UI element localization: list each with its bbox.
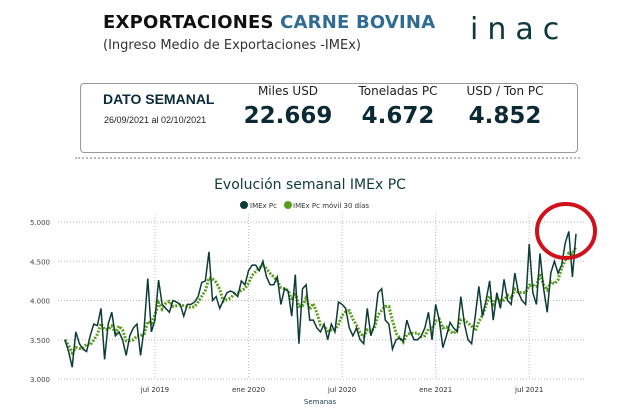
inac-logo: inac (470, 12, 569, 47)
metric-label-usd: Miles USD (257, 84, 319, 98)
metric-value-usd-ton: 4.852 (468, 103, 542, 129)
divider (75, 157, 580, 159)
legend-marker-movil (284, 201, 292, 209)
subtitle: (Ingreso Medio de Exportaciones -IMEx) (103, 38, 361, 53)
chart-title: Evolución semanal IMEx PC (214, 177, 406, 193)
y-tick-label: 4.000 (30, 298, 50, 306)
legend-marker-imex (240, 201, 248, 209)
x-tick-label: jul 2021 (514, 386, 543, 394)
x-axis-label: Semanas (304, 398, 337, 406)
series-imex (64, 231, 577, 368)
title-part1: EXPORTACIONES (103, 12, 281, 33)
metric-label-usd-ton: USD / Ton PC (466, 84, 544, 98)
summary-box (80, 83, 578, 153)
y-tick-label: 5.000 (30, 219, 50, 227)
summary-label: DATO SEMANAL (103, 91, 215, 107)
summary-period: 26/09/2021 al 02/10/2021 (104, 115, 207, 125)
x-tick-label: ene 2020 (232, 386, 265, 394)
y-tick-label: 3.500 (30, 337, 50, 345)
y-tick-label: 4.500 (30, 258, 50, 266)
x-tick-label: ene 2021 (419, 386, 452, 394)
highlight-circle (535, 202, 597, 260)
legend-imex: IMEx Pc (250, 202, 277, 210)
metric-label-ton: Toneladas PC (358, 84, 438, 98)
y-tick-label: 3.000 (30, 376, 50, 384)
x-tick-label: jul 2020 (327, 386, 356, 394)
x-tick-label: jul 2019 (140, 386, 169, 394)
legend-movil: IMEx Pc móvil 30 días (293, 202, 369, 210)
metric-value-ton: 4.672 (361, 103, 435, 129)
metric-value-usd: 22.669 (243, 103, 333, 129)
page-title: EXPORTACIONES CARNE BOVINA (103, 12, 435, 33)
series-imex-movil (63, 245, 578, 356)
title-part2: CARNE BOVINA (280, 12, 436, 33)
